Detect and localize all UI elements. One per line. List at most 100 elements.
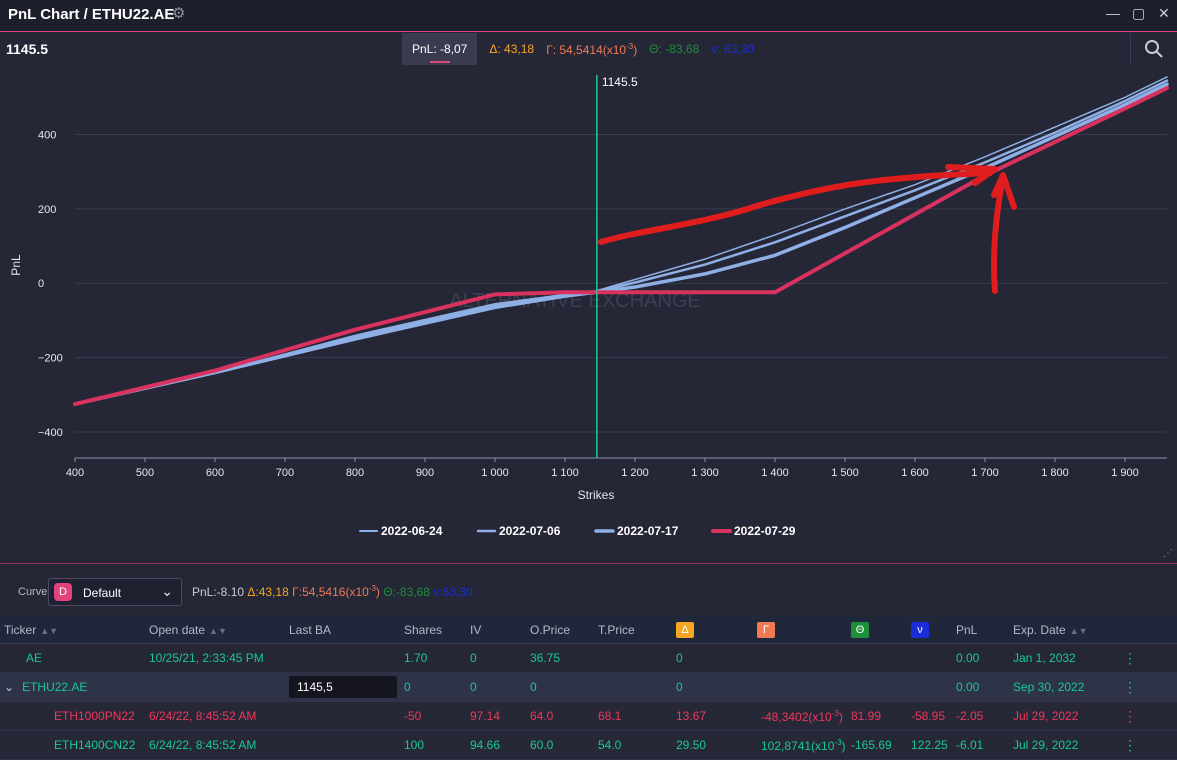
- cell-open-date: [145, 672, 285, 702]
- maximize-icon[interactable]: ▢: [1132, 5, 1146, 21]
- cell-theta: 81.99: [847, 701, 907, 731]
- col-gamma[interactable]: Γ: [757, 616, 847, 644]
- cell-exp-date: Jan 1, 2032: [1009, 643, 1119, 673]
- col-tprice[interactable]: T.Price: [594, 616, 672, 644]
- cell-shares: 1.70: [400, 643, 466, 673]
- cell-gamma-exp: -3: [834, 737, 842, 747]
- sort-icon[interactable]: ▲▼: [209, 625, 227, 636]
- search-button[interactable]: [1130, 33, 1177, 65]
- cell-theta: [847, 672, 907, 702]
- cell-iv: 0: [466, 672, 526, 702]
- cell-ticker[interactable]: ETH1400CN22: [0, 730, 145, 760]
- col-vega[interactable]: ν: [907, 616, 952, 644]
- delta-badge: Δ: [676, 621, 694, 638]
- gear-icon[interactable]: ⚙: [172, 5, 186, 22]
- x-axis-title: Strikes: [578, 488, 615, 502]
- col-ticker[interactable]: Ticker ▲▼: [0, 616, 145, 644]
- col-theta[interactable]: Θ: [847, 616, 907, 644]
- cell-ticker[interactable]: AE: [0, 643, 145, 673]
- cell-last-ba: [285, 643, 400, 673]
- curve-gamma-exp: -3: [368, 584, 376, 593]
- cell-pnl: 0.00: [952, 672, 1009, 702]
- cell-delta: 13.67: [672, 701, 757, 731]
- cell-oprice: 60.0: [526, 730, 594, 760]
- cell-gamma-value: -48,3402(x10: [761, 709, 832, 724]
- positions-table: Ticker ▲▼ Open date ▲▼ Last BA Shares IV O…: [0, 616, 1177, 760]
- row-menu-icon[interactable]: ⋮: [1119, 701, 1177, 731]
- last-ba-input[interactable]: 1145,5: [289, 676, 397, 698]
- col-shares[interactable]: Shares: [400, 616, 466, 644]
- curve-select[interactable]: D Default ⌄: [48, 578, 182, 606]
- cell-delta: 29.50: [672, 730, 757, 760]
- vega-badge: ν: [911, 621, 929, 638]
- table-row[interactable]: ETH1000PN22 6/24/22, 8:45:52 AM -50 97.1…: [0, 701, 1177, 731]
- chevron-down-icon[interactable]: ⌄: [4, 680, 15, 694]
- row-menu-icon[interactable]: ⋮: [1119, 730, 1177, 760]
- table-row[interactable]: AE 10/25/21, 2:33:45 PM 1.70 0 36.75 0 0…: [0, 643, 1177, 673]
- y-tick-label: −400: [38, 427, 63, 439]
- chevron-down-icon: ⌄: [161, 583, 173, 599]
- col-exp-date[interactable]: Exp. Date ▲▼: [1009, 616, 1119, 644]
- cell-vega: 122.25: [907, 730, 952, 760]
- cell-vega: [907, 672, 952, 702]
- x-tick-label: 1 600: [901, 467, 929, 479]
- col-pnl[interactable]: PnL: [952, 616, 1009, 644]
- col-iv[interactable]: IV: [466, 616, 526, 644]
- pnl-chart[interactable]: 400 200 0 −200 −400 400 500 600 700 800 900 1 000 1 …: [0, 65, 1177, 560]
- x-tick-label: 400: [66, 467, 84, 479]
- row-menu-icon[interactable]: ⋮: [1119, 672, 1177, 702]
- x-tick-label: 1 300: [691, 467, 719, 479]
- curve-gamma: Γ:54,5416(x10-3): [292, 584, 380, 599]
- sort-icon[interactable]: ▲▼: [1069, 625, 1088, 636]
- curve-stats: PnL:-8.10 Δ:43,18 Γ:54,5416(x10-3) Θ:-83…: [192, 584, 473, 599]
- chart-header: 1145.5 PnL: -8,07 Δ: 43,18 Γ: 54,5414(x1…: [0, 33, 1177, 65]
- row-menu-icon[interactable]: ⋮: [1119, 643, 1177, 673]
- close-icon[interactable]: ✕: [1158, 5, 1170, 21]
- col-ticker-label: Ticker: [4, 622, 37, 637]
- pnl-readout[interactable]: PnL: -8,07: [402, 33, 478, 65]
- x-tick-label: 1 500: [831, 467, 859, 479]
- annotation-arrow-head: [945, 164, 998, 186]
- cell-ticker[interactable]: ⌄ ETHU22.AE: [0, 672, 145, 702]
- window-titlebar: PnL Chart / ETHU22.AE ⚙ — ▢ ✕: [0, 0, 1177, 32]
- cell-gamma: [757, 643, 847, 673]
- legend-label: 2022-07-17: [617, 524, 679, 538]
- cell-shares: -50: [400, 701, 466, 731]
- x-tick-label: 500: [136, 467, 154, 479]
- y-tick-label: 0: [38, 278, 44, 290]
- x-tick-label: 1 800: [1041, 467, 1069, 479]
- col-last-ba[interactable]: Last BA: [285, 616, 400, 644]
- table-row[interactable]: ⌄ ETHU22.AE 1145,5 0 0 0 0 0.00 Sep 30, 2…: [0, 672, 1177, 702]
- minimize-icon[interactable]: —: [1106, 5, 1120, 21]
- gamma-value: Γ: 54,5414: [546, 42, 603, 57]
- cell-oprice: 64.0: [526, 701, 594, 731]
- y-tick-label: 400: [38, 129, 56, 141]
- cell-oprice: 36.75: [526, 643, 594, 673]
- table-row[interactable]: ETH1400CN22 6/24/22, 8:45:52 AM 100 94.6…: [0, 730, 1177, 760]
- x-tick-label: 1 400: [761, 467, 789, 479]
- cell-gamma: 102,8741(x10-3): [757, 730, 847, 760]
- resize-grip-icon[interactable]: ⋰: [1163, 548, 1173, 559]
- panel-divider[interactable]: [0, 563, 1177, 564]
- cell-exp-date: Jul 29, 2022: [1009, 730, 1119, 760]
- col-exp-date-label: Exp. Date: [1013, 622, 1066, 637]
- table-header-row: Ticker ▲▼ Open date ▲▼ Last BA Shares IV O…: [0, 616, 1177, 644]
- col-delta[interactable]: Δ: [672, 616, 757, 644]
- col-open-date[interactable]: Open date ▲▼: [145, 616, 285, 644]
- cell-gamma-value: 102,8741(x10: [761, 738, 835, 753]
- curve-pnl: PnL:-8.10: [192, 585, 245, 599]
- annotation-arrow-head: [991, 172, 1017, 210]
- annotation-arrow-shaft: [991, 180, 1005, 294]
- legend-label: 2022-07-29: [734, 524, 796, 538]
- gamma-readout: Γ: 54,5414(x10-3): [546, 42, 637, 57]
- sort-icon[interactable]: ▲▼: [40, 625, 59, 636]
- cell-theta: [847, 643, 907, 673]
- col-oprice[interactable]: O.Price: [526, 616, 594, 644]
- cell-ticker[interactable]: ETH1000PN22: [0, 701, 145, 731]
- curve-delta: Δ:43,18: [247, 585, 289, 599]
- cell-exp-date: Sep 30, 2022: [1009, 672, 1119, 702]
- cell-gamma: -48,3402(x10-3): [757, 701, 847, 731]
- vega-readout: ν: 63,30: [711, 42, 754, 56]
- cell-pnl: -6.01: [952, 730, 1009, 760]
- cell-open-date: 10/25/21, 2:33:45 PM: [145, 643, 285, 673]
